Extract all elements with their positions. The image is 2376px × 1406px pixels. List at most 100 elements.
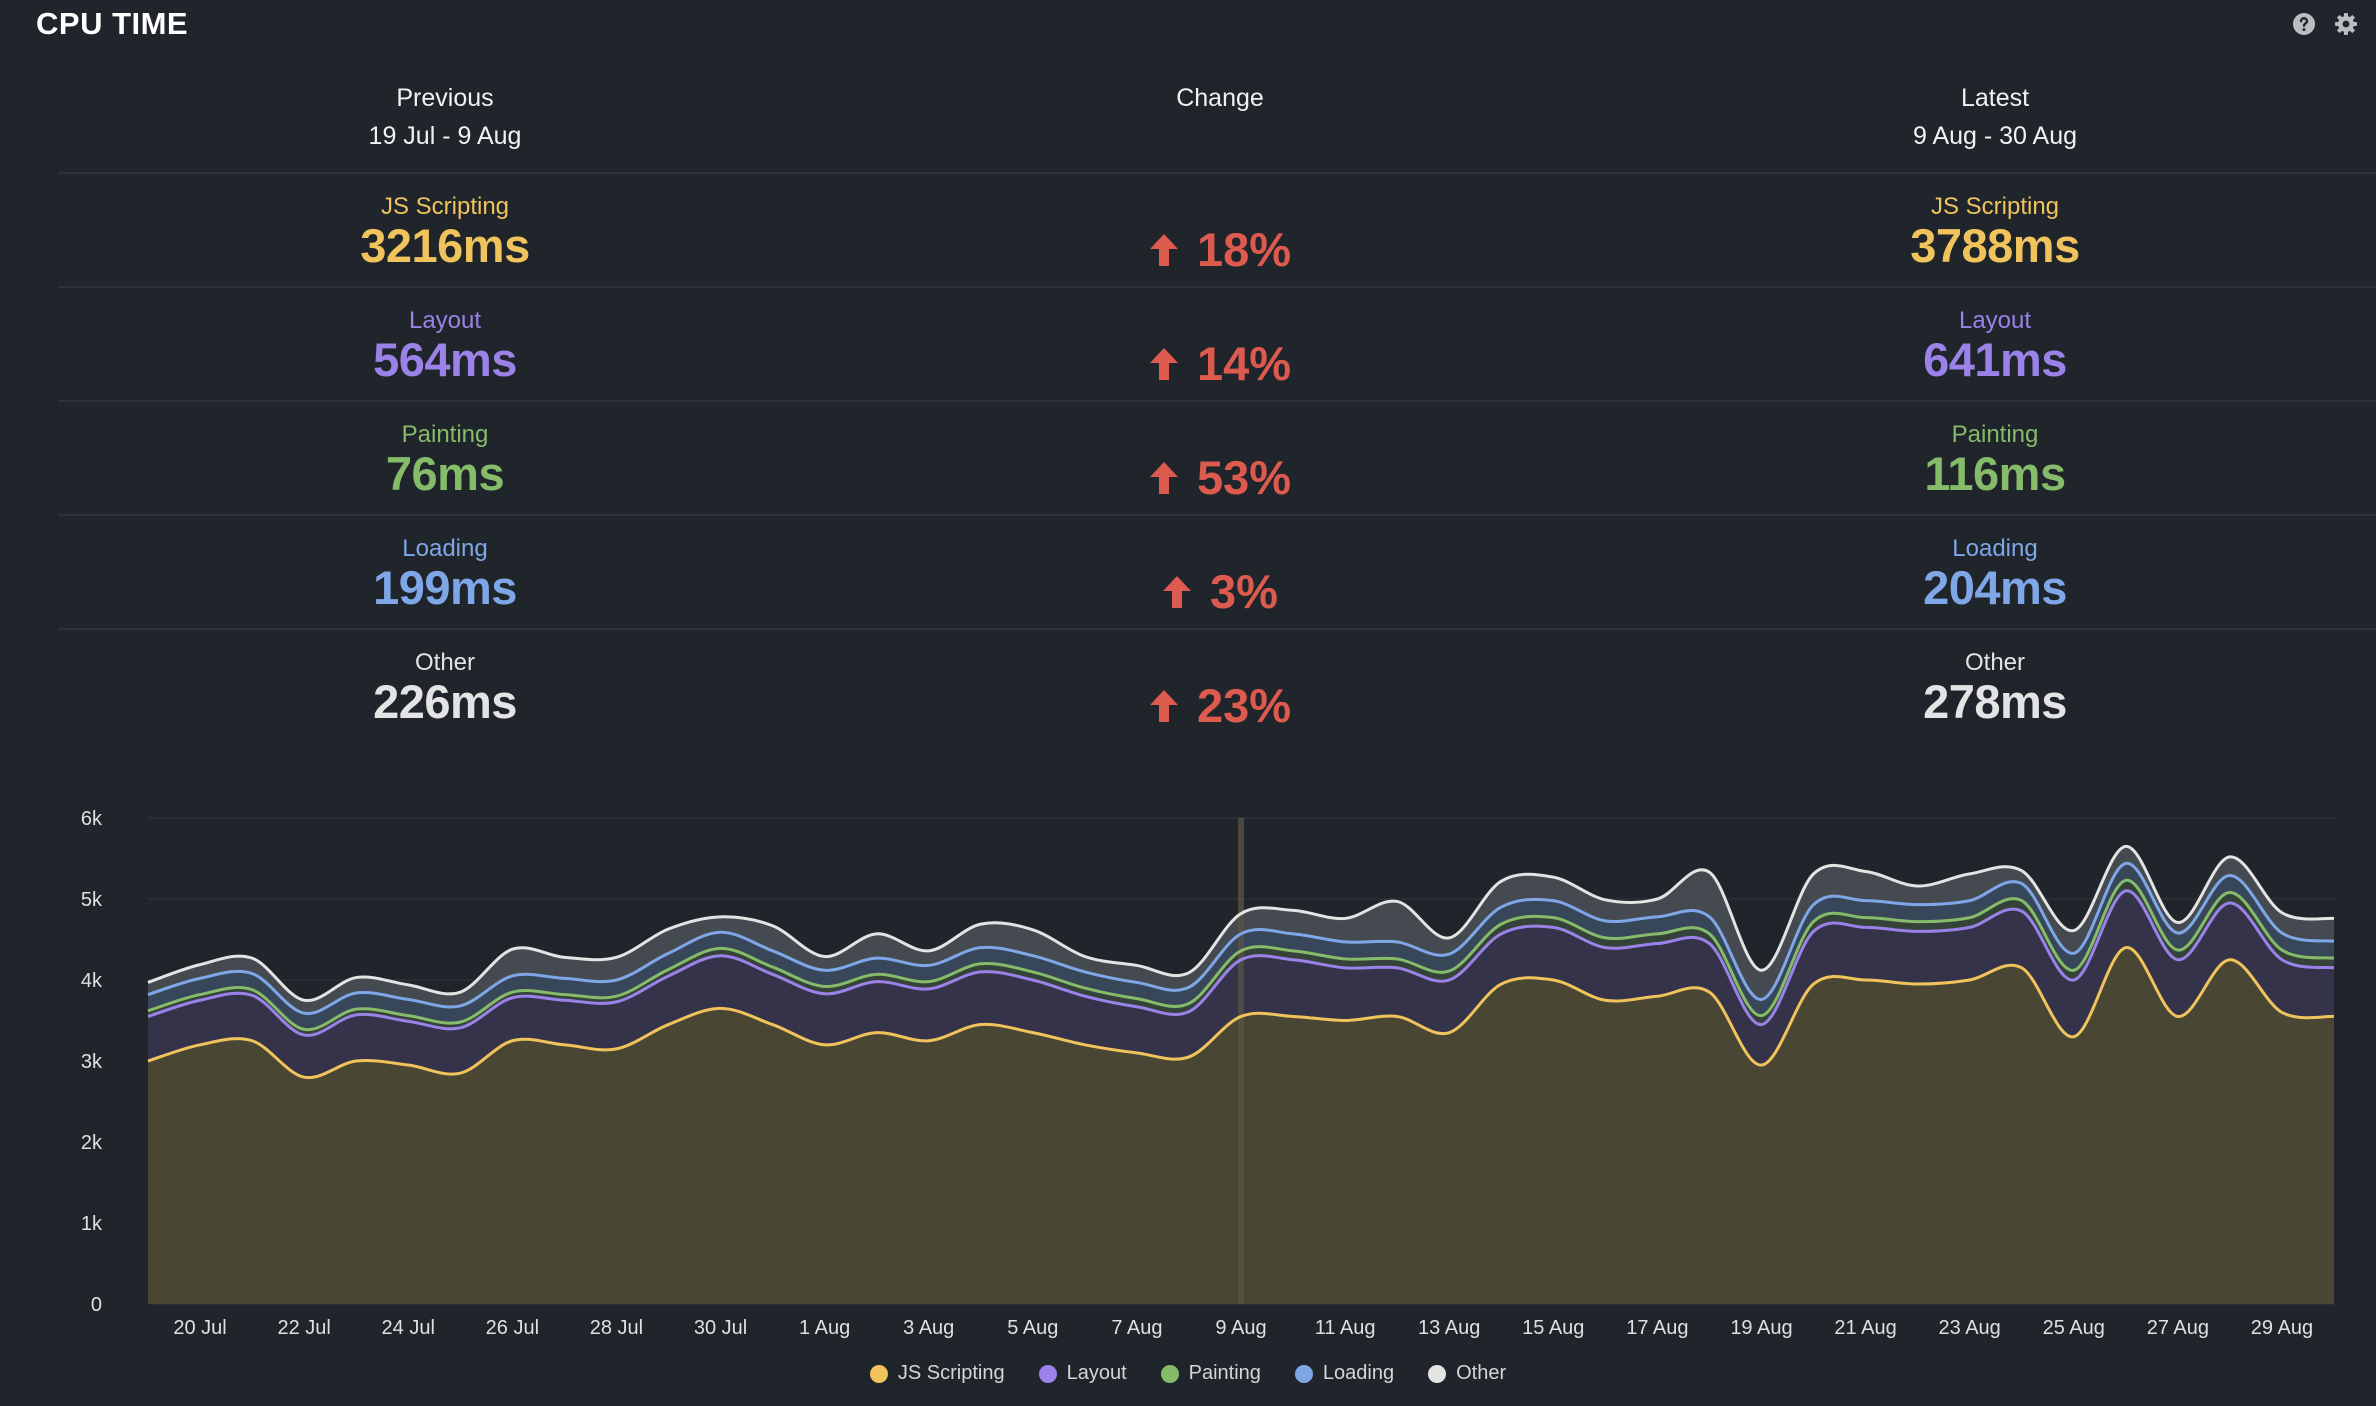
change-cell: 23% — [920, 678, 1520, 733]
x-tick-label: 26 Jul — [486, 1317, 539, 1339]
row-divider — [58, 514, 2376, 516]
series-line-js-scripting — [147, 946, 2335, 1080]
change-cell: 18% — [920, 222, 1520, 277]
x-tick-label: 22 Jul — [277, 1317, 330, 1339]
x-tick-label: 23 Aug — [1939, 1317, 2001, 1339]
x-tick-label: 1 Aug — [799, 1317, 850, 1339]
latest-value: 116ms — [1924, 447, 2066, 500]
metric-name: Painting — [401, 421, 489, 448]
row-divider — [58, 172, 2376, 174]
header-icons — [2292, 12, 2358, 36]
previous-value: 3216ms — [360, 219, 530, 272]
legend-dot — [869, 1364, 888, 1383]
y-tick-label: 4k — [81, 970, 103, 992]
latest-metric-cell: Layout 641ms — [1695, 306, 2295, 384]
gear-icon[interactable] — [2334, 12, 2358, 36]
cpu-time-area-chart: 0 1k 2k 3k 4k 5k 6k 20 Jul 22 Jul 24 Jul 26 Jul 28 … — [81, 808, 2335, 1339]
previous-range: 19 Jul - 9 Aug — [368, 122, 522, 150]
arrow-up-icon — [1149, 233, 1178, 266]
x-tick-label: 21 Aug — [1834, 1317, 1896, 1339]
x-tick-label: 7 Aug — [1111, 1317, 1162, 1339]
legend-item-loading[interactable]: Loading — [1294, 1362, 1395, 1385]
previous-metric-cell: Other 226ms — [145, 648, 745, 726]
legend-dot — [1160, 1364, 1179, 1383]
change-label: Change — [1176, 84, 1264, 112]
change-cell: 3% — [920, 564, 1520, 619]
help-icon[interactable] — [2292, 12, 2316, 36]
metric-name: Loading — [402, 535, 488, 562]
legend-item-layout[interactable]: Layout — [1038, 1362, 1127, 1385]
latest-metric-cell: JS Scripting 3788ms — [1695, 192, 2295, 270]
metric-name: Other — [1964, 649, 2026, 676]
x-tick-label: 20 Jul — [173, 1317, 226, 1339]
y-tick-label: 2k — [81, 1132, 103, 1154]
metric-name: Painting — [1951, 421, 2039, 448]
previous-value: 564ms — [373, 333, 517, 386]
x-tick-label: 27 Aug — [2147, 1317, 2209, 1339]
arrow-up-icon — [1149, 347, 1178, 380]
x-tick-label: 30 Jul — [694, 1317, 747, 1339]
x-tick-label: 3 Aug — [903, 1317, 954, 1339]
y-tick-label: 1k — [81, 1213, 103, 1235]
x-tick-label: 9 Aug — [1215, 1317, 1266, 1339]
y-tick-label: 0 — [91, 1294, 102, 1316]
legend-dot — [1038, 1364, 1057, 1383]
x-tick-label: 25 Aug — [2043, 1317, 2105, 1339]
latest-value: 3788ms — [1910, 219, 2080, 272]
latest-range: 9 Aug - 30 Aug — [1912, 122, 2078, 150]
latest-metric-cell: Other 278ms — [1695, 648, 2295, 726]
change-value-wrap: 18% — [920, 222, 1520, 277]
panel-title: CPU TIME — [36, 6, 189, 41]
x-tick-label: 11 Aug — [1315, 1317, 1376, 1339]
previous-metric-cell: Painting 76ms — [145, 420, 745, 498]
series-line-layout — [147, 889, 2335, 1037]
latest-metric-cell: Painting 116ms — [1695, 420, 2295, 498]
change-percent: 18% — [1196, 223, 1292, 276]
series-line-other — [147, 844, 2335, 1002]
legend-item-painting[interactable]: Painting — [1160, 1362, 1261, 1385]
metric-name: Other — [414, 649, 476, 676]
x-tick-label: 13 Aug — [1418, 1317, 1480, 1339]
metric-name: Layout — [408, 307, 482, 334]
series-line-loading — [147, 861, 2335, 1015]
y-tick-label: 5k — [81, 889, 103, 911]
previous-value: 199ms — [373, 561, 517, 614]
legend-dot — [1294, 1364, 1313, 1383]
metric-name: Loading — [1952, 535, 2038, 562]
previous-value: 226ms — [373, 675, 517, 728]
latest-metric-cell: Loading 204ms — [1695, 534, 2295, 612]
previous-metric-cell: Loading 199ms — [145, 534, 745, 612]
legend-label: JS Scripting — [897, 1362, 1005, 1384]
x-tick-label: 28 Jul — [590, 1317, 643, 1339]
latest-value: 204ms — [1923, 561, 2067, 614]
latest-value: 641ms — [1923, 333, 2067, 386]
legend-label: Other — [1456, 1362, 1507, 1384]
change-value-wrap: 53% — [920, 450, 1520, 505]
legend-label: Layout — [1066, 1362, 1127, 1384]
x-tick-label: 5 Aug — [1007, 1317, 1058, 1339]
change-cell: 14% — [920, 336, 1520, 391]
arrow-up-icon — [1149, 461, 1178, 494]
x-tick-label: 17 Aug — [1626, 1317, 1688, 1339]
previous-metric-cell: JS Scripting 3216ms — [145, 192, 745, 270]
legend-item-other[interactable]: Other — [1428, 1362, 1506, 1385]
change-percent: 53% — [1196, 451, 1292, 504]
legend-dot — [1428, 1364, 1447, 1383]
metric-name: JS Scripting — [1930, 193, 2060, 220]
legend-label: Loading — [1322, 1362, 1395, 1384]
row-divider — [58, 286, 2376, 288]
chart-legend: JS Scripting Layout Painting Loading Other — [0, 1362, 2376, 1385]
change-value-wrap: 14% — [920, 336, 1520, 391]
y-tick-label: 6k — [81, 808, 103, 830]
legend-item-js-scripting[interactable]: JS Scripting — [869, 1362, 1005, 1385]
legend-label: Painting — [1188, 1362, 1261, 1384]
metric-name: Layout — [1958, 307, 2032, 334]
period-divider — [1238, 818, 1244, 1304]
change-value-wrap: 23% — [920, 678, 1520, 733]
change-value-wrap: 3% — [920, 564, 1520, 619]
y-tick-label: 3k — [81, 1051, 103, 1073]
previous-metric-cell: Layout 564ms — [145, 306, 745, 384]
x-tick-label: 15 Aug — [1522, 1317, 1584, 1339]
x-tick-label: 19 Aug — [1730, 1317, 1792, 1339]
